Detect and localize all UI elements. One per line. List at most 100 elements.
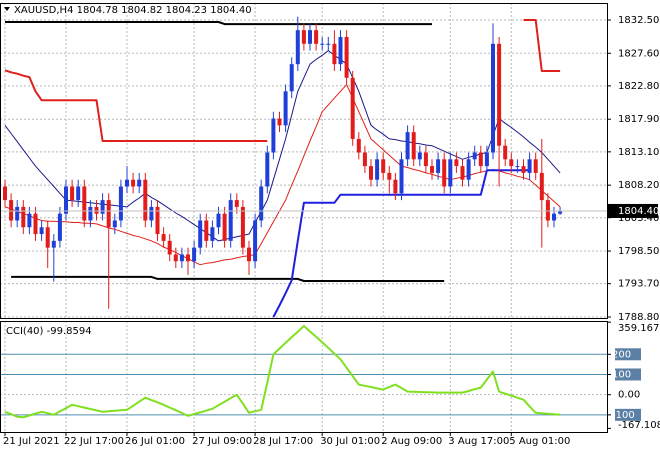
level-label-box [615, 348, 641, 361]
candle-body [82, 186, 87, 221]
indicator-line [5, 21, 432, 26]
candle-body [149, 206, 154, 221]
y-tick-label: 1832.50 [618, 15, 659, 26]
candle-body [527, 159, 532, 173]
candle-body [430, 166, 434, 173]
indicator-line [4, 50, 561, 242]
y-tick-label: 100 [612, 369, 631, 380]
axes: 21 Jul 2021 22 Jul 17:00 26 Jul 01:00 27 Ju… [3, 15, 660, 447]
indicator-line [523, 19, 561, 72]
candle-body [350, 77, 355, 139]
x-tick-label: 21 Jul 2021 [3, 436, 60, 447]
candle-body [466, 159, 471, 180]
y-tick-label: 1822.80 [618, 81, 659, 92]
y-tick-label: -167.1087 [618, 420, 660, 431]
indicator-line [4, 69, 268, 142]
y-tick-label: 0.00 [618, 390, 640, 401]
candle-body [338, 36, 343, 65]
candle-body [484, 152, 489, 167]
candle-body [332, 43, 337, 65]
candle-body [295, 30, 300, 65]
candle-body [259, 186, 264, 221]
candle-body [472, 152, 477, 160]
candle-body [314, 30, 319, 44]
candle-body [411, 132, 416, 160]
candle-body [381, 159, 386, 173]
menu-triangle[interactable] [4, 7, 10, 11]
candle-body [21, 206, 26, 228]
candle-body [509, 159, 514, 167]
y-tick-label: -100 [612, 410, 635, 421]
candle-body [356, 138, 361, 153]
candle-body [515, 166, 520, 168]
level-label-box [615, 368, 641, 381]
x-tick-label: 30 Jul 01:00 [320, 436, 380, 447]
candle-body [222, 213, 227, 241]
candle-body [198, 220, 203, 248]
candle-body [186, 254, 190, 262]
candle-body [375, 159, 380, 180]
candle-body [100, 200, 105, 214]
x-tick-label: 3 Aug 17:00 [448, 436, 509, 447]
current-price-box [608, 203, 658, 218]
candle-body [552, 213, 556, 221]
candle-body [161, 234, 166, 241]
candle-body [3, 186, 7, 201]
candle-body [539, 172, 544, 201]
current-price-label: 1804.40 [618, 206, 659, 217]
price-plot [0, 16, 607, 318]
level-label-box [615, 408, 641, 421]
x-tick-label: 26 Jul 01:00 [125, 436, 185, 447]
candle-body [76, 186, 81, 201]
candle-body [369, 166, 373, 180]
candle-body [228, 200, 233, 241]
y-tick-label: 1813.10 [618, 147, 659, 158]
candle-body [143, 179, 148, 221]
candle-body [308, 30, 312, 44]
candle-body [45, 227, 50, 248]
candle-body [265, 152, 270, 187]
candle-body [436, 159, 441, 173]
y-tick-label: 1808.20 [618, 180, 659, 191]
candle-body [216, 213, 221, 228]
candle-body [497, 43, 502, 146]
candle-body [240, 206, 245, 248]
candle-body [344, 36, 349, 78]
y-tick-label: 359.1671 [618, 323, 660, 334]
candle-body [283, 91, 288, 126]
candle-body [253, 220, 258, 262]
main-grid [0, 3, 607, 318]
y-tick-label: 1803.40 [618, 213, 659, 224]
candle-body [289, 64, 294, 92]
candle-body [271, 118, 276, 153]
candle-body [558, 210, 563, 214]
candle-body [9, 200, 14, 221]
x-tick-label: 2 Aug 09:00 [381, 436, 442, 447]
x-tick-label: 27 Jul 09:00 [192, 436, 252, 447]
candle-body [545, 200, 550, 221]
candle-body [39, 227, 44, 235]
candle-body [503, 145, 508, 160]
candle-body [362, 152, 367, 167]
candle-body [301, 30, 306, 44]
candle-body [192, 247, 197, 262]
candle-body [51, 240, 56, 248]
candle-body [112, 220, 117, 228]
candle-body [326, 43, 331, 45]
price-panel-frame [0, 3, 608, 319]
candle-body [118, 186, 123, 221]
candle-body [70, 186, 75, 201]
candle-body [417, 152, 422, 160]
candle-body [405, 132, 410, 160]
chart-title: XAUUSD,H4 1804.78 1804.82 1804.23 1804.4… [14, 5, 252, 16]
candle-body [210, 227, 215, 241]
cci-label: CCI(40) -99.8594 [6, 326, 92, 337]
candle-body [454, 159, 459, 167]
candle-body [173, 254, 178, 262]
cci-plot [0, 325, 607, 419]
indicator-line [11, 275, 445, 282]
y-tick-label: 1793.70 [618, 279, 659, 290]
candle-body [423, 152, 428, 167]
candle-body [27, 213, 32, 228]
candle-body [137, 179, 142, 187]
